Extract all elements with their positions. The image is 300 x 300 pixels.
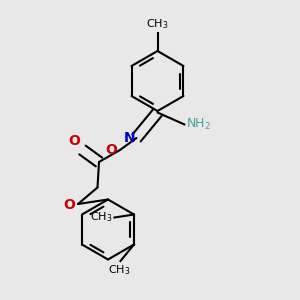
Text: CH$_3$: CH$_3$ [108, 263, 130, 277]
Text: NH$_2$: NH$_2$ [186, 117, 211, 132]
Text: CH$_3$: CH$_3$ [91, 211, 113, 224]
Text: O: O [64, 198, 76, 212]
Text: N: N [123, 131, 135, 145]
Text: O: O [106, 143, 118, 157]
Text: O: O [68, 134, 80, 148]
Text: CH$_3$: CH$_3$ [146, 18, 169, 32]
